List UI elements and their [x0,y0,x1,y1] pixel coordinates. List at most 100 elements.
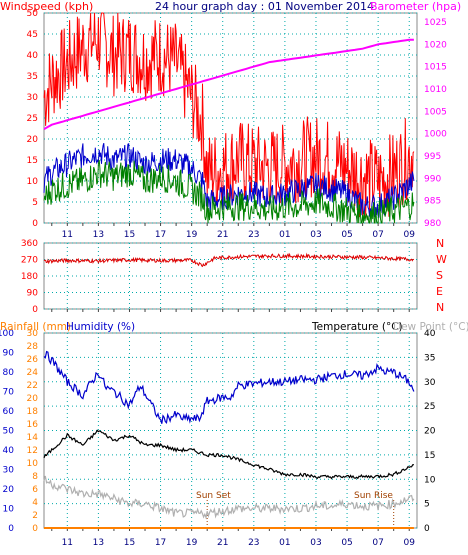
series-wind-avg [43,142,415,219]
rain-y-tick-label: 30 [27,329,39,339]
barometer-y-tick-label: 1000 [424,130,447,140]
humidity-y-tick-label: 80 [3,368,15,378]
direction-y-tick-label: 0 [32,305,38,315]
wind-y-tick-label: 30 [27,93,39,103]
humidity-y-tick-label: 70 [3,388,15,398]
temperature-y-tick-label: 0 [424,524,430,534]
climate-x-tick-label: 01 [279,538,290,548]
barometer-y-tick-label: 985 [424,197,441,207]
wind-x-tick-label: 23 [248,230,259,240]
temperature-y-tick-label: 5 [424,500,430,510]
wind-y-tick-label: 0 [32,219,38,229]
rain-y-tick-label: 22 [27,381,38,391]
rain-y-tick-label: 20 [27,394,39,404]
wind-x-tick-label: 01 [279,230,290,240]
series-barometer [43,38,414,131]
climate-x-tick-label: 05 [341,538,352,548]
climate-x-tick-label: 13 [93,538,104,548]
barometer-y-tick-label: 995 [424,152,441,162]
wind-y-tick-label: 50 [27,9,39,19]
humidity-y-tick-label: 20 [3,485,15,495]
axis-ticks: 1111131315151717191921212323010103030505… [0,9,447,548]
wind-x-tick-label: 11 [62,230,73,240]
temperature-y-tick-label: 30 [424,378,436,388]
humidity-y-tick-label: 60 [3,407,15,417]
rain-y-tick-label: 4 [32,498,38,508]
barometer-y-tick-label: 1010 [424,85,447,95]
climate-x-tick-label: 03 [310,538,321,548]
series-wind-direction [43,252,414,268]
barometer-y-tick-label: 1005 [424,107,447,117]
temperature-y-tick-label: 40 [424,329,436,339]
temperature-y-tick-label: 25 [424,402,435,412]
wind-x-tick-label: 13 [93,230,104,240]
climate-x-tick-label: 21 [217,538,228,548]
series-wind [43,12,415,219]
rain-y-tick-label: 6 [32,485,38,495]
barometer-y-tick-label: 1020 [424,40,447,50]
direction-y-tick-label: 270 [21,256,38,266]
compass-label: N [436,237,444,250]
rain-y-tick-label: 10 [27,459,39,469]
wind-x-tick-label: 03 [310,230,321,240]
wind-y-tick-label: 45 [27,30,38,40]
series-humidity [43,350,415,424]
climate-x-tick-label: 11 [62,538,73,548]
temperature-y-tick-label: 35 [424,353,435,363]
wind-y-tick-label: 5 [32,198,38,208]
wind-y-tick-label: 20 [27,135,39,145]
compass-label: S [436,269,443,282]
wind-x-tick-label: 07 [372,230,383,240]
wind-x-tick-label: 15 [124,230,135,240]
dew-point-axis-label: Dew Point (°C) [393,321,468,333]
temperature-axis-label: Temperature (°C) [311,321,403,333]
compass-label: W [436,253,447,266]
compass-label: E [436,285,443,298]
climate-x-tick-label: 09 [404,538,416,548]
grid-lines [44,12,417,529]
temperature-y-tick-label: 10 [424,475,436,485]
direction-y-tick-label: 90 [27,289,39,299]
barometer-y-tick-label: 980 [424,219,441,229]
wind-x-tick-label: 19 [186,230,198,240]
climate-x-tick-label: 23 [248,538,259,548]
humidity-y-tick-label: 40 [3,446,15,456]
wind-y-tick-label: 15 [27,156,38,166]
rain-y-tick-label: 0 [32,524,38,534]
rain-y-tick-label: 26 [27,355,39,365]
wind-x-tick-label: 05 [341,230,352,240]
direction-y-tick-label: 180 [21,272,38,282]
wind-x-tick-label: 09 [404,230,416,240]
series-wind-low [43,160,415,224]
wind-x-tick-label: 21 [217,230,228,240]
barometer-y-tick-label: 1015 [424,63,447,73]
series-dew-point [43,475,415,520]
barometer-y-tick-label: 1025 [424,18,447,28]
wind-y-tick-label: 10 [27,177,39,187]
rain-y-tick-label: 18 [27,407,39,417]
sun-rise-annotation: Sun Rise [354,491,393,501]
rain-y-tick-label: 8 [32,472,38,482]
wind-x-tick-label: 17 [155,230,166,240]
wind-y-tick-label: 25 [27,114,38,124]
data-series [43,12,415,529]
rain-y-tick-label: 2 [32,511,38,521]
rain-y-tick-label: 14 [27,433,39,443]
humidity-y-tick-label: 30 [3,466,15,476]
wind-axis-label: Windspeed (kph) [0,0,93,13]
humidity-y-tick-label: 10 [3,505,15,515]
climate-x-tick-label: 19 [186,538,198,548]
climate-x-tick-label: 15 [124,538,135,548]
climate-x-tick-label: 07 [372,538,383,548]
wind-y-tick-label: 40 [27,51,39,61]
chart-title: 24 hour graph day : 01 November 2014 [155,0,374,13]
rain-y-tick-label: 16 [27,420,39,430]
humidity-y-tick-label: 90 [3,349,15,359]
humidity-axis-label: Humidity (%) [66,321,135,333]
rain-y-tick-label: 12 [27,446,38,456]
rainfall-axis-label: Rainfall (mm) [0,321,71,333]
humidity-y-tick-label: 100 [0,329,14,339]
barometer-y-tick-label: 990 [424,174,441,184]
humidity-y-tick-label: 50 [3,427,15,437]
